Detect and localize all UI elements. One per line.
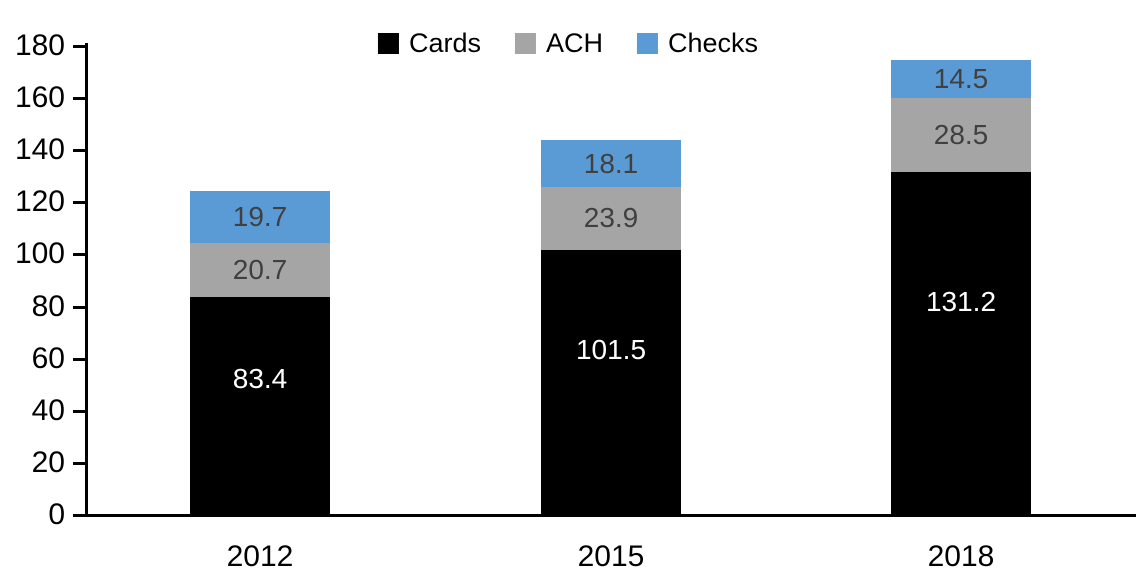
legend-item-cards: Cards	[377, 28, 481, 58]
bar-2015-cards-segment: 101.5	[541, 249, 681, 514]
bar-2018-checks-segment: 14.5	[891, 60, 1031, 98]
checks-swatch-icon	[637, 33, 659, 54]
y-tick-label: 40	[31, 394, 65, 427]
legend-item-ach: ACH	[514, 28, 604, 58]
y-tick-label: 0	[48, 498, 65, 531]
y-tick-mark	[73, 306, 85, 309]
y-tick-label: 140	[14, 133, 65, 166]
bar-2018-cards-segment: 131.2	[891, 172, 1031, 514]
bar-2012-checks-segment: 19.7	[190, 191, 330, 243]
bar-value-label: 131.2	[925, 286, 997, 318]
bar-2015-checks-segment: 18.1	[541, 140, 681, 188]
bar-2012-cards-segment: 83.4	[190, 296, 330, 514]
bar-value-label: 20.7	[232, 253, 288, 285]
bar-value-label: 18.1	[583, 147, 639, 179]
x-tick-label-2018: 2018	[927, 540, 995, 573]
x-tick-label-2012: 2012	[226, 540, 294, 573]
y-tick-mark	[73, 358, 85, 361]
bar-2012-ach-segment: 20.7	[190, 242, 330, 297]
y-tick-mark	[73, 462, 85, 465]
y-axis-line	[85, 43, 88, 517]
bar-value-label: 101.5	[575, 334, 647, 366]
y-tick-label: 60	[31, 342, 65, 375]
y-tick-mark	[73, 97, 85, 100]
y-tick-mark	[73, 201, 85, 204]
legend-label-cards: Cards	[408, 28, 481, 58]
y-tick-label: 80	[31, 290, 65, 323]
ach-swatch-icon	[514, 33, 536, 54]
y-tick-label: 20	[31, 446, 65, 479]
x-tick-label-2015: 2015	[577, 540, 645, 573]
bar-value-label: 19.7	[232, 201, 288, 233]
legend-item-checks: Checks	[637, 30, 758, 57]
legend-label-ach: ACH	[545, 28, 604, 58]
legend-label-checks: Checks	[668, 28, 759, 58]
y-tick-mark	[73, 253, 85, 256]
y-tick-label: 100	[14, 237, 65, 270]
bar-value-label: 23.9	[583, 202, 639, 234]
chart-legend: Cards ACH Checks	[377, 28, 758, 58]
bar-value-label: 83.4	[232, 363, 288, 395]
y-tick-label: 180	[14, 29, 65, 62]
x-axis-line	[85, 514, 1136, 517]
cards-swatch-icon	[377, 33, 399, 54]
bar-value-label: 28.5	[933, 119, 989, 151]
bar-2018-ach-segment: 28.5	[891, 97, 1031, 173]
y-tick-mark	[73, 410, 85, 413]
y-tick-label: 160	[14, 81, 65, 114]
bar-2015-ach-segment: 23.9	[541, 187, 681, 250]
y-tick-mark	[73, 149, 85, 152]
bar-value-label: 14.5	[933, 62, 989, 94]
y-tick-mark	[73, 45, 85, 48]
y-tick-label: 120	[14, 185, 65, 218]
y-tick-mark	[73, 514, 85, 517]
